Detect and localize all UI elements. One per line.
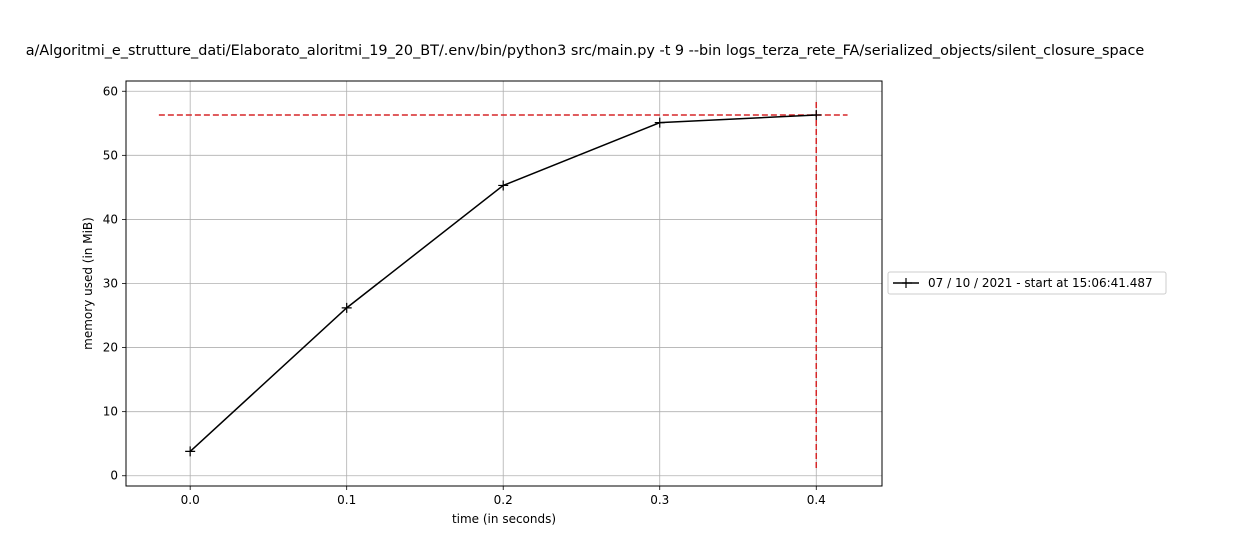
chart-title: a/Algoritmi_e_strutture_dati/Elaborato_a… xyxy=(26,43,1145,59)
grid-layer xyxy=(126,81,882,486)
legend: 07 / 10 / 2021 - start at 15:06:41.487 xyxy=(887,271,1167,295)
x-tick-label: 0.4 xyxy=(807,493,826,507)
x-axis-label: time (in seconds) xyxy=(452,512,556,526)
y-tick-label: 40 xyxy=(103,212,118,226)
legend-marker xyxy=(902,278,912,288)
tick-layer: 0.0 0.1 0.2 0.3 0.4 0 10 20 30 40 50 60 xyxy=(103,84,826,507)
y-tick-label: 10 xyxy=(103,405,118,419)
data-point xyxy=(498,180,509,191)
y-axis-label: memory used (in MiB) xyxy=(81,217,95,350)
y-tick-label: 0 xyxy=(110,469,118,483)
data-point xyxy=(341,302,352,313)
data-point xyxy=(654,117,665,128)
y-tick-label: 60 xyxy=(103,84,118,98)
series-layer xyxy=(185,109,822,457)
legend-box xyxy=(887,271,1167,295)
y-tick-label: 30 xyxy=(103,277,118,291)
data-point xyxy=(185,446,196,457)
x-tick-label: 0.3 xyxy=(650,493,669,507)
reference-lines xyxy=(158,98,848,469)
legend-entry-label: 07 / 10 / 2021 - start at 15:06:41.487 xyxy=(928,276,1153,290)
x-tick-label: 0.1 xyxy=(337,493,356,507)
y-tick-label: 20 xyxy=(103,341,118,355)
y-tick-label: 50 xyxy=(103,148,118,162)
x-tick-label: 0.2 xyxy=(494,493,513,507)
x-tick-label: 0.0 xyxy=(181,493,200,507)
data-point xyxy=(811,109,822,120)
